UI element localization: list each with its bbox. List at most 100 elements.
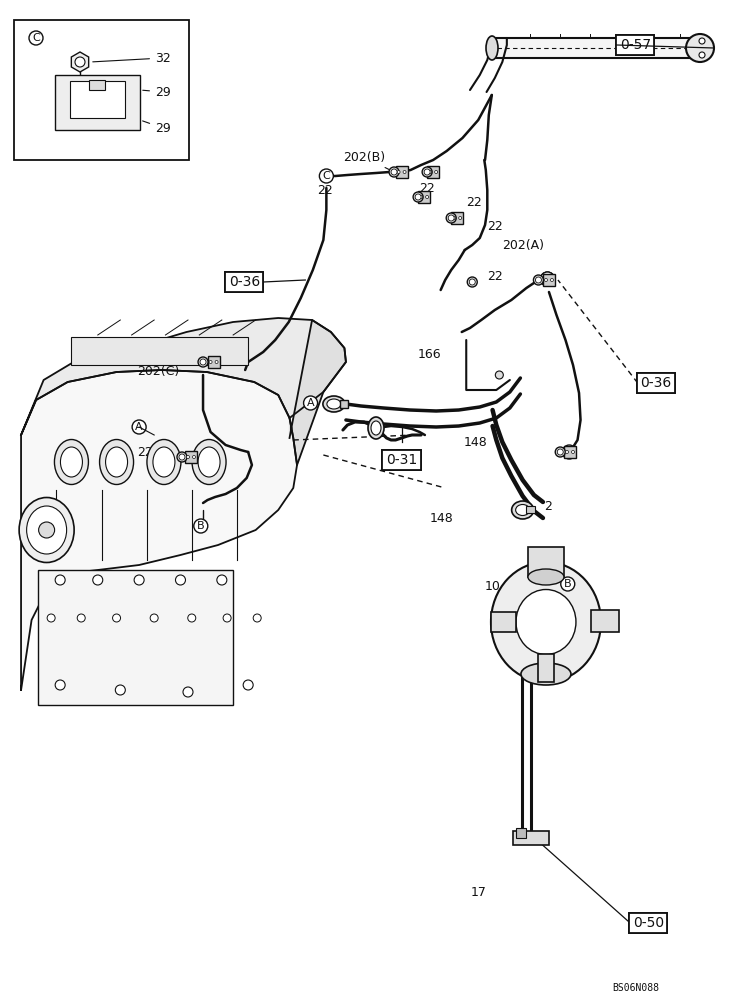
Text: A: A bbox=[135, 422, 143, 432]
Bar bbox=[526, 506, 535, 513]
Circle shape bbox=[215, 360, 218, 363]
Circle shape bbox=[55, 680, 65, 690]
Bar bbox=[591, 610, 619, 632]
Text: 22: 22 bbox=[487, 270, 503, 284]
Ellipse shape bbox=[521, 663, 571, 685]
Circle shape bbox=[533, 275, 544, 285]
Text: 29: 29 bbox=[143, 86, 171, 99]
Circle shape bbox=[415, 194, 421, 200]
Circle shape bbox=[177, 452, 187, 462]
Ellipse shape bbox=[491, 562, 601, 682]
Circle shape bbox=[223, 614, 231, 622]
Ellipse shape bbox=[516, 589, 576, 654]
Bar bbox=[528, 547, 564, 577]
Bar bbox=[14, 20, 189, 160]
Circle shape bbox=[459, 217, 462, 220]
Polygon shape bbox=[21, 318, 346, 435]
Bar bbox=[451, 212, 463, 224]
Circle shape bbox=[557, 449, 563, 455]
Circle shape bbox=[134, 575, 144, 585]
Bar bbox=[396, 166, 408, 178]
Circle shape bbox=[188, 614, 196, 622]
Text: B: B bbox=[197, 521, 205, 531]
Text: 0-36: 0-36 bbox=[229, 275, 260, 289]
Text: C: C bbox=[544, 274, 551, 284]
Circle shape bbox=[217, 575, 227, 585]
Ellipse shape bbox=[105, 447, 128, 477]
Circle shape bbox=[426, 196, 429, 198]
Bar bbox=[38, 570, 233, 705]
Text: 10: 10 bbox=[484, 580, 500, 593]
Ellipse shape bbox=[54, 440, 89, 485]
Text: 0-50: 0-50 bbox=[632, 916, 664, 930]
Text: 202(A): 202(A) bbox=[502, 238, 544, 251]
Circle shape bbox=[75, 57, 85, 67]
Bar bbox=[55, 75, 140, 130]
Circle shape bbox=[424, 169, 430, 175]
Circle shape bbox=[92, 575, 103, 585]
Circle shape bbox=[200, 359, 206, 365]
Circle shape bbox=[572, 450, 575, 454]
Circle shape bbox=[113, 614, 120, 622]
Text: 22: 22 bbox=[487, 221, 503, 233]
Ellipse shape bbox=[99, 440, 134, 485]
Bar bbox=[427, 166, 439, 178]
Circle shape bbox=[566, 450, 569, 454]
Text: C: C bbox=[566, 447, 573, 457]
Circle shape bbox=[115, 685, 126, 695]
Circle shape bbox=[209, 360, 212, 363]
Text: 22: 22 bbox=[420, 182, 435, 194]
Text: 32: 32 bbox=[92, 51, 171, 64]
Text: 202(C): 202(C) bbox=[138, 365, 180, 378]
Bar bbox=[208, 356, 220, 368]
Polygon shape bbox=[21, 370, 297, 690]
Circle shape bbox=[55, 575, 65, 585]
Ellipse shape bbox=[686, 34, 714, 62]
Text: C: C bbox=[323, 171, 330, 181]
Circle shape bbox=[198, 357, 208, 367]
Circle shape bbox=[535, 277, 541, 283]
Text: 148: 148 bbox=[430, 512, 454, 526]
Text: 0-57: 0-57 bbox=[620, 38, 651, 52]
Bar bbox=[543, 274, 555, 286]
Ellipse shape bbox=[486, 36, 498, 60]
Circle shape bbox=[429, 170, 432, 174]
Text: 2: 2 bbox=[544, 499, 552, 512]
Circle shape bbox=[422, 167, 432, 177]
Circle shape bbox=[496, 371, 503, 379]
Text: 0-57: 0-57 bbox=[620, 38, 651, 52]
Text: C: C bbox=[544, 274, 551, 284]
Ellipse shape bbox=[198, 447, 220, 477]
Ellipse shape bbox=[327, 399, 341, 409]
Circle shape bbox=[389, 167, 399, 177]
Text: A: A bbox=[307, 398, 314, 408]
Circle shape bbox=[397, 170, 400, 174]
Ellipse shape bbox=[371, 421, 381, 435]
Text: 29: 29 bbox=[143, 121, 171, 134]
Circle shape bbox=[446, 213, 456, 223]
Circle shape bbox=[544, 278, 547, 282]
Text: 0-31: 0-31 bbox=[386, 453, 417, 467]
Text: 17: 17 bbox=[471, 886, 487, 900]
Circle shape bbox=[183, 687, 193, 697]
Bar bbox=[340, 400, 348, 408]
Circle shape bbox=[38, 522, 55, 538]
Text: 202(B): 202(B) bbox=[343, 150, 392, 171]
Ellipse shape bbox=[368, 417, 384, 439]
Text: 22: 22 bbox=[317, 184, 333, 196]
Bar bbox=[185, 451, 197, 463]
Circle shape bbox=[77, 614, 85, 622]
Polygon shape bbox=[492, 38, 700, 58]
Circle shape bbox=[699, 52, 705, 58]
Circle shape bbox=[555, 447, 566, 457]
Circle shape bbox=[150, 614, 158, 622]
Text: 0-36: 0-36 bbox=[640, 376, 672, 390]
Text: C: C bbox=[32, 33, 40, 43]
Bar bbox=[71, 337, 248, 365]
Ellipse shape bbox=[192, 440, 226, 485]
Bar bbox=[89, 80, 105, 90]
Circle shape bbox=[420, 196, 423, 198]
Circle shape bbox=[186, 456, 190, 458]
Circle shape bbox=[175, 575, 186, 585]
Bar bbox=[418, 191, 430, 203]
